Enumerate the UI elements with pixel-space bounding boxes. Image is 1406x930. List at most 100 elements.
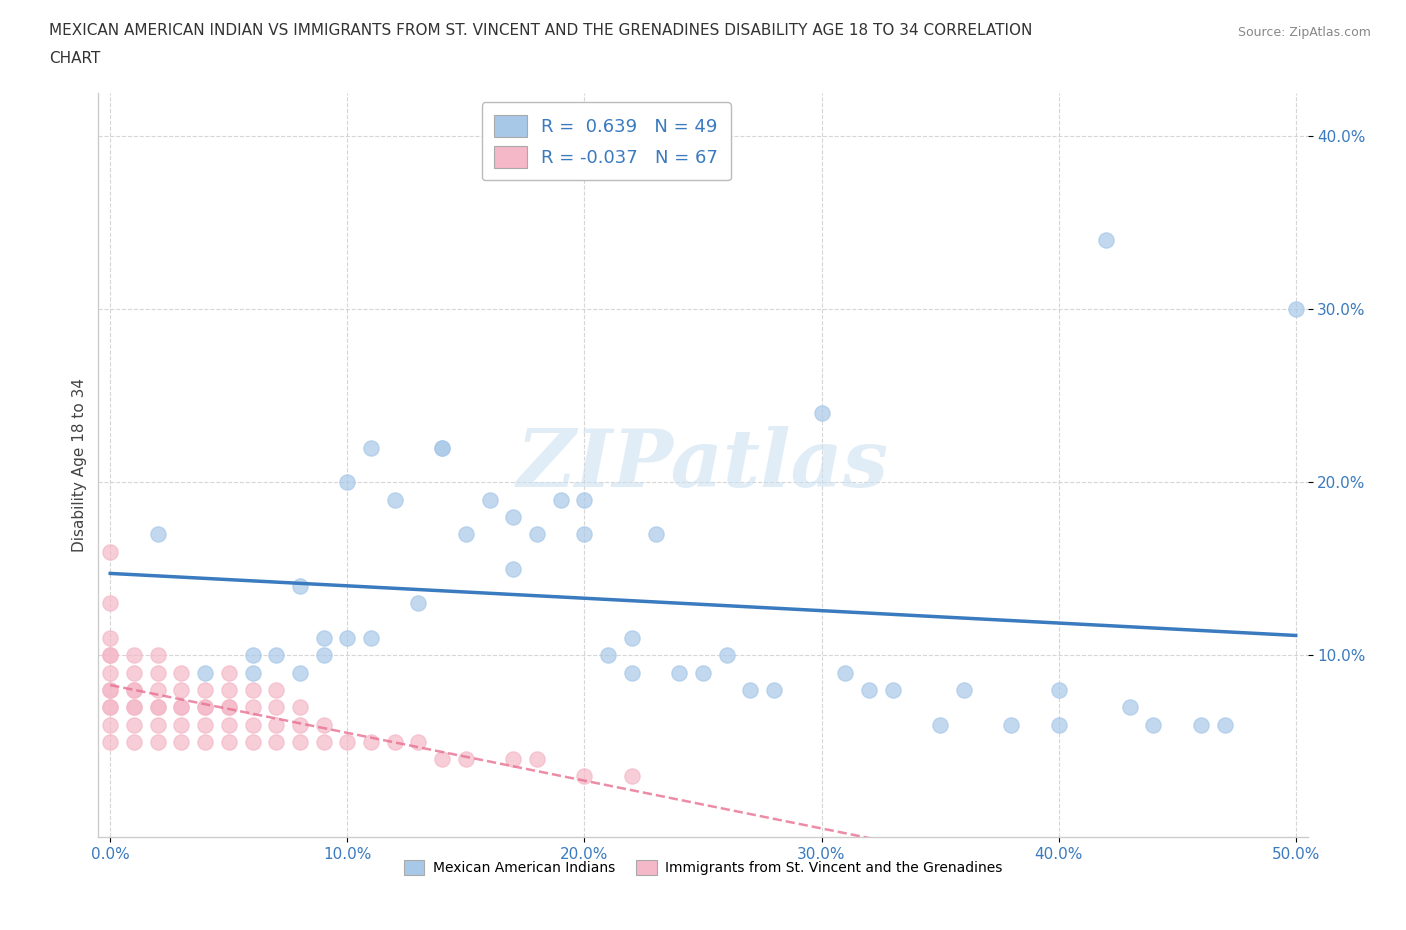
Point [242,683,264,698]
Point [574,769,596,784]
Point [98,544,121,559]
Legend: Mexican American Indians, Immigrants from St. Vincent and the Grenadines: Mexican American Indians, Immigrants fro… [396,854,1010,883]
Point [668,665,690,680]
Point [218,717,240,732]
Point [1000,717,1022,732]
Point [194,665,217,680]
Point [312,631,335,645]
Point [146,699,169,714]
Point [312,648,335,663]
Point [360,440,382,455]
Point [692,665,714,680]
Text: MEXICAN AMERICAN INDIAN VS IMMIGRANTS FROM ST. VINCENT AND THE GRENADINES DISABI: MEXICAN AMERICAN INDIAN VS IMMIGRANTS FR… [49,23,1032,38]
Point [242,699,264,714]
Point [502,562,524,577]
Point [218,699,240,714]
Point [929,717,952,732]
Point [336,475,359,490]
Point [432,440,454,455]
Text: CHART: CHART [49,51,101,66]
Point [288,735,311,750]
Point [312,735,335,750]
Point [288,717,311,732]
Point [170,699,193,714]
Point [122,735,145,750]
Point [98,683,121,698]
Point [122,717,145,732]
Point [1119,699,1142,714]
Point [384,735,406,750]
Point [360,735,382,750]
Point [146,717,169,732]
Point [526,526,548,541]
Point [526,751,548,766]
Point [194,717,217,732]
Point [170,699,193,714]
Point [1095,232,1118,247]
Point [550,492,572,507]
Point [194,699,217,714]
Point [620,665,643,680]
Point [432,751,454,766]
Point [882,683,904,698]
Point [858,683,880,698]
Point [716,648,738,663]
Point [122,648,145,663]
Point [98,648,121,663]
Point [218,665,240,680]
Point [574,526,596,541]
Point [1189,717,1212,732]
Point [146,699,169,714]
Point [146,665,169,680]
Point [432,440,454,455]
Point [312,717,335,732]
Point [454,751,477,766]
Point [1047,717,1070,732]
Point [360,631,382,645]
Point [574,492,596,507]
Point [810,405,832,420]
Point [218,699,240,714]
Point [122,683,145,698]
Point [242,665,264,680]
Point [288,665,311,680]
Point [98,717,121,732]
Point [146,526,169,541]
Point [170,717,193,732]
Point [122,665,145,680]
Point [170,683,193,698]
Point [1142,717,1164,732]
Point [194,699,217,714]
Point [242,717,264,732]
Point [502,751,524,766]
Text: ZIPatlas: ZIPatlas [517,426,889,504]
Point [170,735,193,750]
Y-axis label: Disability Age 18 to 34: Disability Age 18 to 34 [72,378,87,552]
Point [620,631,643,645]
Point [242,735,264,750]
Point [763,683,786,698]
Point [336,631,359,645]
Point [288,578,311,593]
Point [336,735,359,750]
Point [264,717,287,732]
Point [454,526,477,541]
Point [408,735,430,750]
Point [146,735,169,750]
Point [98,735,121,750]
Point [122,699,145,714]
Point [478,492,501,507]
Point [620,769,643,784]
Point [502,510,524,525]
Point [146,648,169,663]
Point [1285,302,1308,317]
Point [834,665,856,680]
Point [218,683,240,698]
Point [264,735,287,750]
Point [288,699,311,714]
Point [98,596,121,611]
Point [598,648,620,663]
Point [644,526,666,541]
Point [98,699,121,714]
Text: Source: ZipAtlas.com: Source: ZipAtlas.com [1237,26,1371,39]
